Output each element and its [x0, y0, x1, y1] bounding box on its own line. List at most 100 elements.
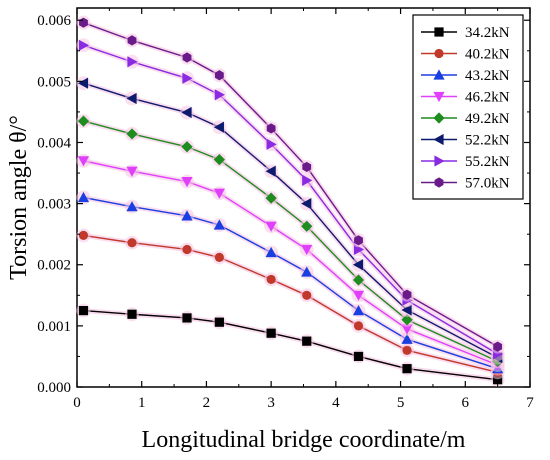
data-point-57-0kn: [266, 123, 276, 134]
x-tick-label: 1: [138, 395, 146, 411]
data-point-52-2kn: [265, 165, 276, 177]
data-point-43-2kn: [352, 304, 365, 316]
data-point-43-2kn: [126, 201, 138, 212]
series-markers: [76, 15, 505, 387]
legend-marker-49-2kn: [433, 112, 445, 124]
x-tick-label: 3: [267, 395, 275, 411]
legend-label-57-0kn: 57.0kN: [465, 176, 510, 192]
legend-marker-52-2kn: [433, 133, 444, 146]
y-tick-label: 0.000: [37, 380, 71, 396]
data-point-55-2kn: [182, 72, 193, 84]
data-point-34-2kn: [214, 317, 224, 327]
data-point-46-2kn: [401, 324, 413, 335]
data-point-43-2kn: [301, 266, 313, 277]
data-point-43-2kn: [181, 210, 193, 221]
x-tick-label: 0: [73, 395, 81, 411]
x-tick-label: 5: [397, 395, 405, 411]
data-point-46-2kn: [265, 221, 277, 232]
legend-marker-55-2kn: [434, 155, 445, 167]
data-point-43-2kn: [265, 246, 277, 258]
data-point-40-2kn: [182, 244, 192, 255]
data-point-43-2kn: [401, 333, 413, 344]
legend-marker-57-0kn: [434, 177, 444, 188]
data-point-57-0kn: [214, 70, 224, 81]
legend-box: [412, 14, 524, 200]
x-tick-label: 4: [332, 395, 340, 411]
data-point-55-2kn: [78, 39, 90, 51]
data-point-57-0kn: [354, 235, 363, 246]
data-point-49-2kn: [77, 115, 90, 127]
data-point-34-2kn: [353, 351, 364, 362]
data-point-34-2kn: [78, 305, 89, 316]
data-point-49-2kn: [181, 141, 193, 153]
data-point-40-2kn: [402, 345, 412, 355]
data-point-40-2kn: [78, 230, 89, 240]
data-point-34-2kn: [302, 336, 312, 346]
data-point-34-2kn: [266, 328, 276, 338]
data-point-57-0kn: [493, 341, 503, 352]
data-point-40-2kn: [214, 252, 224, 263]
data-point-55-2kn: [127, 56, 138, 68]
data-point-52-2kn: [401, 304, 412, 316]
data-point-57-0kn: [182, 52, 192, 63]
data-point-34-2kn: [493, 375, 503, 385]
data-point-46-2kn: [352, 290, 365, 301]
data-point-43-2kn: [213, 219, 225, 230]
data-point-52-2kn: [352, 259, 364, 271]
legend-label-40-2kn: 40.2kN: [465, 47, 510, 63]
legend-label-34-2kn: 34.2kN: [465, 25, 510, 41]
x-tick-label: 7: [526, 395, 534, 411]
data-point-49-2kn: [352, 274, 365, 286]
y-tick-label: 0.003: [37, 197, 71, 213]
data-point-34-2kn: [127, 309, 137, 319]
data-point-34-2kn: [402, 364, 412, 374]
data-point-49-2kn: [301, 220, 313, 232]
axes: [76, 8, 531, 388]
data-point-55-2kn: [302, 174, 313, 186]
x-axis-title: Longitudinal bridge coordinate/m: [142, 427, 466, 453]
tick-labels: 0 1 2 3 4 5 6 7 0.000 0.001 0.002 0.003 0.004 0.005 0.…: [37, 13, 534, 411]
data-point-55-2kn: [266, 138, 277, 150]
y-tick-label: 0.001: [37, 319, 71, 335]
legend-label-43-2kn: 43.2kN: [465, 68, 510, 84]
data-point-57-0kn: [127, 35, 137, 46]
data-point-40-2kn: [302, 290, 312, 300]
legend-marker-34-2kn: [434, 27, 444, 37]
y-tick-label: 0.005: [37, 74, 71, 90]
data-point-49-2kn: [213, 154, 225, 166]
data-point-46-2kn: [77, 156, 90, 167]
legend-label-49-2kn: 49.2kN: [465, 111, 510, 127]
data-point-40-2kn: [266, 274, 276, 285]
data-point-52-2kn: [301, 198, 312, 210]
data-point-46-2kn: [213, 188, 225, 199]
legend-label-46-2kn: 46.2kN: [465, 90, 510, 106]
data-point-46-2kn: [126, 166, 138, 177]
data-point-52-2kn: [213, 121, 224, 133]
y-tick-label: 0.004: [37, 135, 71, 151]
data-point-55-2kn: [214, 89, 225, 101]
data-point-49-2kn: [401, 314, 413, 326]
x-tick-label: 2: [203, 395, 211, 411]
data-point-52-2kn: [77, 77, 89, 89]
legend-marker-46-2kn: [433, 91, 445, 103]
data-point-49-2kn: [126, 128, 138, 140]
legend: 34.2kN 40.2kN 43.2kN 46.2kN 49.2kN 52.2kN 55.2…: [412, 14, 524, 200]
data-point-52-2kn: [126, 92, 137, 105]
data-point-49-2kn: [265, 192, 277, 204]
y-tick-label: 0.002: [37, 258, 71, 274]
y-axis-title: Torsion angle θ/°: [6, 115, 32, 280]
data-point-57-0kn: [402, 289, 412, 300]
legend-marker-40-2kn: [434, 48, 444, 59]
legend-label-55-2kn: 55.2kN: [465, 154, 510, 170]
legend-marker-43-2kn: [433, 69, 445, 80]
data-point-34-2kn: [182, 313, 192, 323]
y-tick-label: 0.006: [37, 13, 71, 29]
data-point-57-0kn: [302, 161, 312, 173]
data-point-40-2kn: [127, 238, 137, 248]
data-point-46-2kn: [181, 177, 193, 188]
legend-label-52-2kn: 52.2kN: [465, 133, 510, 149]
data-point-43-2kn: [77, 191, 90, 203]
x-tick-label: 6: [462, 395, 470, 411]
data-point-40-2kn: [353, 321, 364, 331]
